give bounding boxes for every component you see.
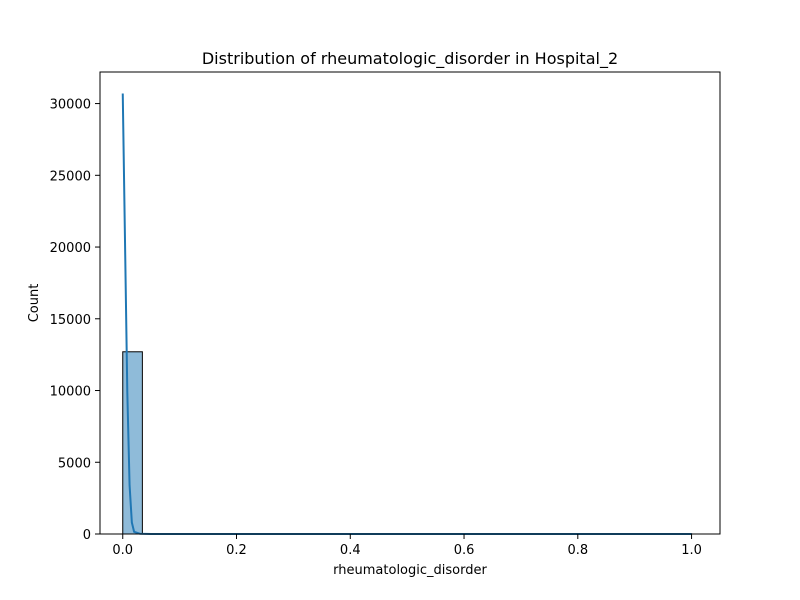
y-tick-label: 10000 bbox=[50, 385, 91, 400]
histogram-bar-0 bbox=[122, 351, 143, 535]
x-tick-label: 0.4 bbox=[340, 543, 361, 558]
x-tick-label: 0.6 bbox=[454, 543, 475, 558]
x-tick-label: 1.0 bbox=[681, 543, 702, 558]
y-tick-label: 20000 bbox=[50, 241, 91, 256]
y-tick-label: 0 bbox=[83, 528, 91, 543]
y-tick-label: 25000 bbox=[50, 169, 91, 184]
x-tick-label: 0.8 bbox=[567, 543, 588, 558]
y-axis-label: Count bbox=[27, 284, 42, 323]
kde-line bbox=[121, 93, 692, 535]
y-tick-label: 30000 bbox=[50, 98, 91, 113]
plot-area: 0.0 0.2 0.4 0.6 0.8 1.0 0 5000 10000 15000 20000 25… bbox=[50, 71, 721, 558]
x-tick-label: 0.2 bbox=[226, 543, 247, 558]
axes-frame bbox=[99, 71, 721, 535]
chart-title: Distribution of rheumatologic_disorder i… bbox=[202, 49, 618, 69]
y-tick-label: 15000 bbox=[50, 313, 91, 328]
x-axis-label: rheumatologic_disorder bbox=[333, 563, 487, 578]
y-tick-label: 5000 bbox=[58, 456, 91, 471]
x-tick-label: 0.0 bbox=[112, 543, 133, 558]
